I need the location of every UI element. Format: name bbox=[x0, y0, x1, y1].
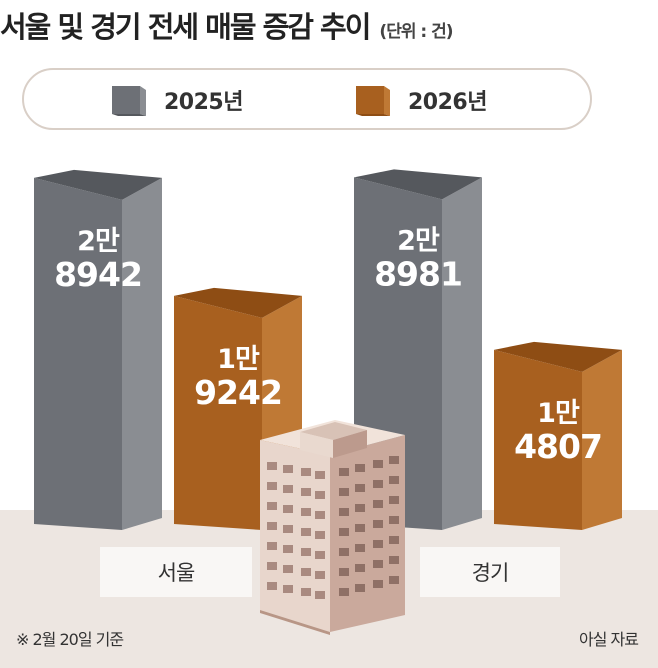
legend-label-2026: 2026년 bbox=[408, 90, 487, 115]
legend-swatch-2026 bbox=[356, 86, 390, 116]
bar-gyeonggi-2026-label-value: 4807 bbox=[514, 427, 602, 466]
bar-seoul-2026-front bbox=[174, 295, 262, 530]
legend: 2025년 2026년 bbox=[22, 68, 592, 130]
bar-seoul-2025-label-value: 8942 bbox=[54, 255, 142, 294]
bar-gyeonggi-2025-label-man: 2만 bbox=[397, 225, 440, 256]
category-label-seoul: 서울 bbox=[100, 547, 252, 597]
bar-gyeonggi-2025-top bbox=[354, 169, 482, 200]
legend-swatch-2025 bbox=[112, 86, 146, 116]
legend-label-2025: 2025년 bbox=[164, 90, 243, 115]
bar-gyeonggi-2026-top bbox=[494, 341, 622, 372]
bar-seoul-2025-side bbox=[122, 177, 162, 531]
bar-gyeonggi-2026-label-man: 1만 bbox=[537, 398, 580, 429]
chart-title: 서울 및 경기 전세 매물 증감 추이 bbox=[0, 10, 371, 44]
source-note: 아실 자료 bbox=[579, 630, 639, 649]
title-row: 서울 및 경기 전세 매물 증감 추이 (단위 : 건) bbox=[0, 4, 658, 44]
bar-seoul-2026-label-value: 9242 bbox=[194, 373, 282, 412]
footnote: ※ 2월 20일 기준 bbox=[16, 630, 124, 649]
bar-gyeonggi-2026-front bbox=[494, 349, 582, 530]
bar-gyeonggi-2026-side bbox=[582, 349, 622, 530]
bar-gyeonggi-2025-side bbox=[442, 177, 482, 530]
legend-item-2025: 2025년 bbox=[108, 82, 243, 118]
bar-gyeonggi-2025-label-value: 8981 bbox=[374, 254, 462, 293]
bar-seoul-2026-top bbox=[174, 287, 302, 318]
bar-seoul-2026-label-man: 1만 bbox=[217, 344, 260, 375]
unit-label: (단위 : 건) bbox=[379, 22, 453, 42]
bar-seoul-2025-label-man: 2만 bbox=[77, 226, 120, 257]
bar-seoul-2025-top bbox=[34, 169, 162, 200]
apartment-building-illustration bbox=[260, 420, 405, 635]
legend-item-2026: 2026년 bbox=[352, 82, 487, 118]
bar-seoul-2025-front bbox=[34, 177, 122, 531]
category-label-gyeonggi: 경기 bbox=[420, 547, 560, 597]
